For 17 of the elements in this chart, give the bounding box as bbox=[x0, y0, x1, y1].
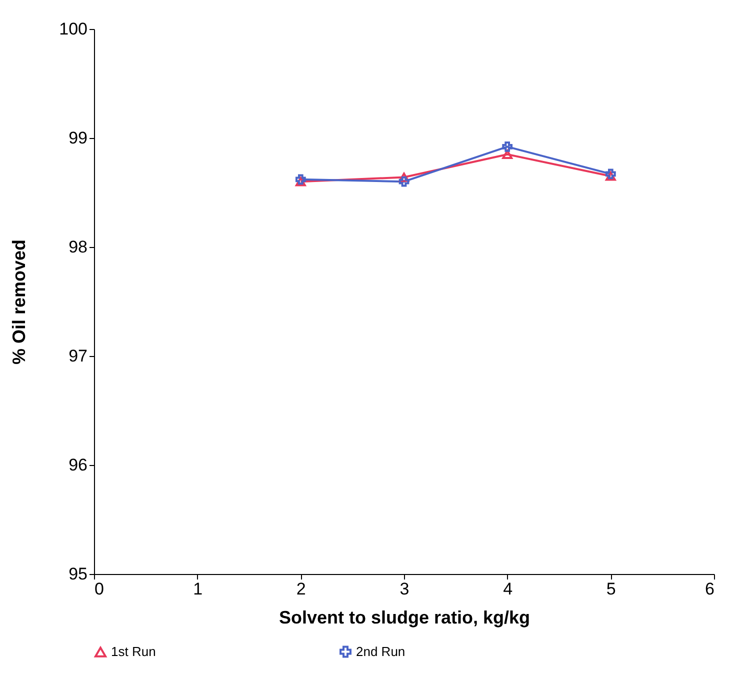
y-tick-label: 95 bbox=[68, 564, 88, 584]
x-tick-label: 3 bbox=[400, 580, 410, 598]
x-tick-label: 5 bbox=[606, 580, 616, 598]
x-axis-title: Solvent to sludge ratio, kg/kg bbox=[278, 608, 530, 628]
y-axis-title: % Oil removed bbox=[9, 239, 30, 365]
y-tick-label: 96 bbox=[68, 456, 88, 474]
y-tick-label: 100 bbox=[59, 20, 88, 38]
y-tick-label: 99 bbox=[68, 128, 88, 148]
legend-label: 1st Run bbox=[111, 644, 156, 660]
y-tick-label: 97 bbox=[68, 346, 88, 366]
x-tick-label: 0 bbox=[94, 580, 104, 598]
x-tick-label: 6 bbox=[705, 580, 714, 598]
x-tick-label: 4 bbox=[503, 580, 513, 598]
legend-label: 2nd Run bbox=[356, 644, 406, 659]
y-tick-label: 98 bbox=[68, 238, 88, 256]
x-tick-label: 2 bbox=[296, 580, 306, 598]
x-tick-label: 1 bbox=[193, 580, 203, 598]
